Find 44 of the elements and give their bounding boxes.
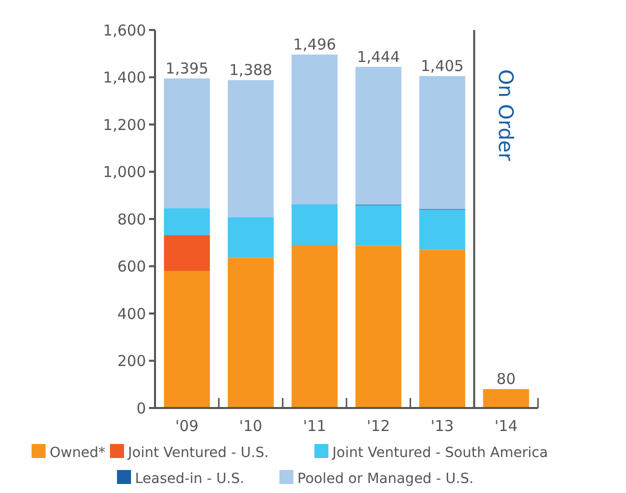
bar: [164, 270, 210, 408]
legend-label: Leased-in - U.S.: [135, 470, 244, 487]
bar: [355, 205, 402, 246]
bar: [292, 244, 338, 408]
x-tick-label: '13: [430, 417, 454, 435]
x-tick-label: '11: [302, 417, 326, 435]
total-label: 80: [496, 370, 516, 388]
x-tick-label: '14: [494, 417, 518, 435]
y-tick-label: 1,000: [103, 163, 146, 181]
y-tick-label: 600: [117, 258, 146, 276]
y-tick-label: 0: [136, 399, 146, 418]
bar: [164, 208, 210, 236]
total-label: 1,388: [229, 61, 272, 80]
legend-label: Joint Ventured - South America: [331, 444, 548, 461]
bar: [228, 80, 274, 218]
bar: [292, 204, 338, 245]
bar: [419, 250, 466, 408]
total-label: 1,444: [356, 48, 400, 66]
bar: [419, 210, 466, 250]
y-tick-label: 800: [117, 210, 146, 228]
y-tick-label: 1,200: [103, 116, 146, 134]
legend-label: Owned*: [50, 444, 106, 461]
bar: [355, 246, 402, 408]
annotation: On Order: [494, 69, 518, 162]
bar: [164, 235, 210, 271]
x-tick-label: '12: [366, 417, 390, 435]
bar: [292, 54, 338, 204]
y-tick-label: 1,600: [103, 21, 146, 40]
x-tick-label: '10: [239, 417, 262, 435]
bar: [228, 258, 274, 408]
bar: [483, 389, 530, 408]
bar: [355, 66, 402, 205]
total-label: 1,405: [420, 57, 464, 76]
x-tick-label: '09: [175, 417, 199, 435]
legend-label: Pooled or Managed - U.S.: [297, 470, 474, 487]
legend-label: Joint Ventured - U.S.: [127, 444, 269, 461]
bar: [164, 78, 210, 208]
bar: [228, 217, 274, 258]
total-label: 1,395: [165, 59, 208, 78]
y-tick-label: 1,400: [103, 68, 146, 86]
total-label: 1,496: [293, 36, 336, 54]
bar: [419, 76, 466, 210]
y-tick-label: 400: [117, 304, 146, 323]
y-tick-label: 200: [117, 352, 146, 370]
